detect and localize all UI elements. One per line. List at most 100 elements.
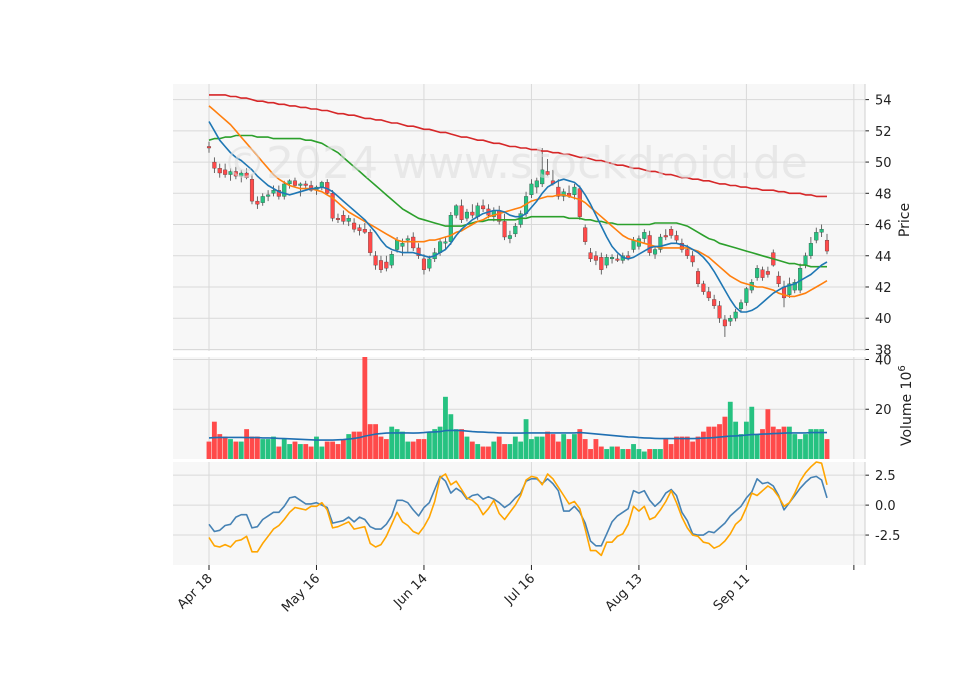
candle-up [631, 239, 636, 250]
candle-up [266, 194, 271, 197]
candle-up [642, 232, 647, 239]
oscillator-panel: -2.5 0.0 2.5 [173, 461, 900, 565]
candle-down [292, 180, 298, 186]
volume-bar-down [711, 426, 717, 459]
volume-bar-down [378, 436, 384, 459]
volume-bar-up [475, 444, 481, 459]
volume-bar-up [803, 434, 808, 459]
candle-down [416, 247, 421, 256]
candle-down [593, 255, 598, 261]
oscillator-ytick-label: 0.0 [875, 499, 896, 514]
volume-bar-up [464, 436, 470, 459]
candle-up [744, 288, 749, 303]
candle-down [722, 319, 727, 327]
volume-bar-up [426, 431, 432, 459]
volume-bar-up [813, 429, 819, 459]
volume-bar-down [502, 444, 507, 459]
candle-down [217, 168, 222, 174]
candle-down [341, 215, 346, 222]
volume-bar-up [314, 436, 319, 459]
volume-bar-up [561, 434, 567, 459]
volume-bar-up [281, 439, 287, 459]
volume-bar-up [297, 444, 303, 459]
volume-bar-up [539, 436, 545, 459]
candle-up [282, 183, 287, 197]
candle-down [583, 227, 588, 242]
candle-down [330, 193, 335, 219]
volume-bar-down [598, 446, 604, 459]
volume-bar-up [786, 426, 792, 459]
candle-up [808, 243, 813, 256]
candle-up [405, 238, 410, 241]
volume-bar-down [211, 421, 217, 459]
volume-ytick-label: 20 [875, 403, 892, 418]
candle-up [513, 225, 518, 235]
volume-bar-up [389, 426, 395, 459]
volume-bar-down [330, 441, 336, 459]
price-panel: 38 40 42 44 46 48 50 52 54 [173, 84, 892, 358]
candle-up [529, 183, 534, 196]
volume-bar-down [674, 436, 679, 459]
candle-down [352, 222, 357, 230]
volume-bar-down [362, 357, 368, 459]
x-tick-label: Sep 11 [711, 571, 754, 614]
volume-bar-down [303, 444, 309, 459]
volume-bar-up [743, 421, 749, 459]
volume-bar-down [373, 424, 379, 459]
volume-bar-down [722, 416, 728, 459]
candle-up [346, 218, 351, 222]
x-tick-label: Apr 18 [175, 571, 216, 612]
candle-up [814, 232, 819, 241]
candle-down [701, 283, 706, 292]
volume-bar-down [781, 426, 787, 459]
candle-up [260, 196, 265, 203]
volume-bar-down [577, 429, 583, 459]
price-ytick-label: 48 [875, 187, 892, 202]
volume-bar-up [443, 396, 448, 459]
volume-bar-up [534, 436, 540, 459]
candle-up [228, 171, 233, 175]
volume-bar-up [346, 434, 352, 459]
candle-down [373, 255, 378, 266]
volume-bar-up [507, 444, 513, 459]
candle-up [448, 215, 453, 242]
candle-down [481, 205, 486, 210]
volume-bar-up [271, 436, 276, 459]
price-ytick-label: 52 [875, 125, 892, 140]
candle-up [454, 205, 459, 216]
candle-up [733, 311, 738, 319]
candle-up [400, 243, 405, 247]
candle-down [255, 200, 260, 205]
candle-down [249, 179, 255, 202]
volume-bar-down [292, 441, 298, 459]
watermark: ©2024 www.stockdroid.de [222, 138, 808, 189]
volume-bar-down [340, 439, 346, 459]
candle-up [534, 180, 539, 188]
candle-up [738, 302, 744, 309]
volume-bar-up [797, 439, 803, 459]
volume-bar-up [512, 436, 518, 459]
volume-bar-down [233, 441, 239, 459]
candle-up [572, 186, 577, 196]
volume-bar-up [657, 449, 663, 459]
candle-down [599, 257, 604, 270]
candle-down [212, 161, 217, 169]
volume-bar-up [523, 419, 529, 459]
price-ytick-label: 44 [875, 250, 892, 265]
volume-bar-down [760, 429, 765, 459]
candle-down [669, 229, 674, 236]
candle-down [712, 299, 717, 306]
volume-axis-label-exponent: 6 [897, 365, 908, 371]
candle-up [298, 183, 303, 186]
volume-bar-up [287, 444, 293, 459]
volume-axis-label-base: 10 [899, 372, 915, 390]
volume-bar-up [652, 449, 658, 459]
candle-down [335, 218, 341, 220]
candle-up [427, 258, 432, 269]
volume-bar-up [491, 441, 497, 459]
x-tick-label: May 16 [279, 571, 323, 615]
candle-down [378, 260, 383, 270]
volume-bar-up [819, 429, 825, 459]
volume-bar-down [421, 439, 427, 459]
candle-up [287, 180, 292, 185]
